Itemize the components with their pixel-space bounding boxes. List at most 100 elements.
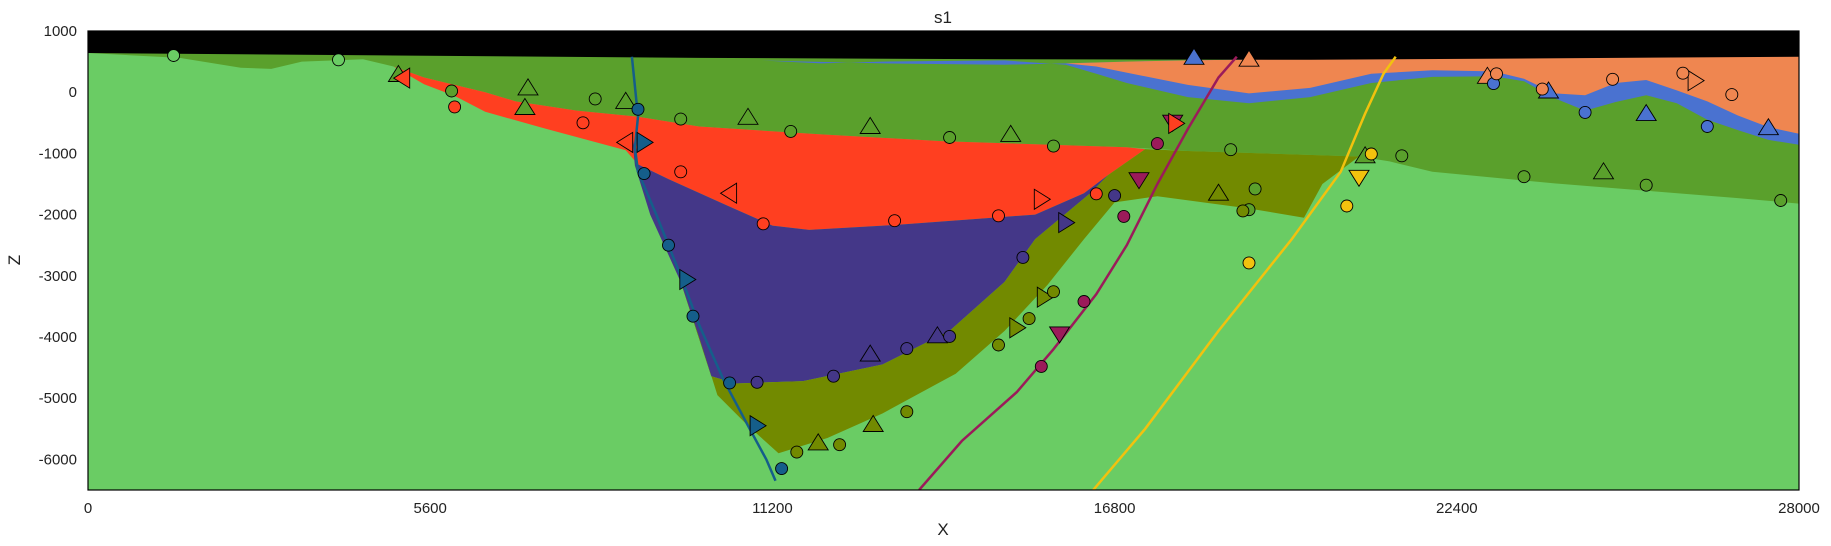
- surface-point: [588, 92, 602, 106]
- surface-point: [1022, 312, 1036, 326]
- surface-point: [1150, 137, 1164, 151]
- surface-point: [1016, 250, 1030, 264]
- chart-title: s1: [934, 8, 952, 27]
- unit-dark-green: [88, 53, 1799, 204]
- orientation-marker: [615, 131, 634, 154]
- surface-point: [775, 462, 789, 476]
- surface-point: [943, 329, 957, 343]
- x-tick-label: 11200: [752, 500, 793, 517]
- surface-point: [1578, 105, 1592, 119]
- surface-point: [1224, 143, 1238, 157]
- surface-point: [723, 376, 737, 390]
- surface-point: [686, 309, 700, 323]
- surface-point: [1725, 88, 1739, 102]
- surface-point: [1774, 194, 1788, 207]
- surface-point: [1364, 147, 1378, 161]
- orientation-marker: [679, 268, 697, 291]
- geologic-units: [88, 53, 1799, 454]
- surface-point: [1340, 199, 1354, 213]
- orientation-marker: [1033, 188, 1052, 211]
- surface-point: [1490, 67, 1503, 81]
- orientation-marker: [517, 78, 539, 96]
- surface-point: [750, 375, 764, 389]
- surface-point: [1700, 120, 1714, 133]
- orientation-marker: [749, 414, 767, 437]
- y-tick-label: -5000: [39, 390, 77, 407]
- unit-purple: [631, 135, 1109, 384]
- orientation-marker: [514, 97, 536, 115]
- x-tick-label: 22400: [1436, 500, 1478, 517]
- surface-point: [1395, 149, 1409, 163]
- x-tick-label: 5600: [414, 500, 447, 517]
- plot-area: [88, 31, 1799, 490]
- surface-point: [1517, 170, 1531, 184]
- y-tick-label: -1000: [39, 145, 77, 162]
- orientation-marker: [807, 433, 830, 451]
- surface-point: [637, 167, 651, 181]
- orientation-marker: [1238, 49, 1260, 67]
- unit-red: [393, 66, 1146, 230]
- surface-point: [576, 116, 590, 130]
- surface-point: [1236, 204, 1250, 218]
- orientation-marker: [1058, 211, 1076, 234]
- y-tick-label: -2000: [39, 207, 77, 224]
- surface-point: [900, 405, 914, 419]
- orientation-marker: [1128, 172, 1150, 190]
- x-tick-label: 16800: [1094, 500, 1136, 517]
- surface-point: [448, 100, 462, 114]
- orientation-marker: [614, 91, 637, 109]
- surface-point: [756, 217, 770, 231]
- orientation-marker: [859, 116, 882, 134]
- surface-point: [1242, 256, 1256, 270]
- orientation-marker: [1036, 286, 1055, 309]
- y-tick-label: -4000: [39, 329, 77, 346]
- surface-point: [900, 342, 914, 356]
- y-axis-ticks: 1000 0 -1000 -2000 -3000 -4000 -5000 -6000: [39, 23, 77, 468]
- surface-point: [784, 124, 798, 138]
- surface-point: [1077, 295, 1091, 308]
- y-axis-label: Z: [5, 255, 24, 265]
- surface-point: [827, 369, 840, 383]
- orientation-marker: [1757, 117, 1780, 136]
- surface-point: [674, 165, 688, 179]
- fault-line-magenta: [918, 55, 1238, 490]
- unit-olive: [680, 149, 1359, 454]
- orientation-marker: [636, 131, 654, 154]
- surface-point: [1117, 209, 1131, 223]
- fault-line-yellow: [1092, 55, 1397, 490]
- orientation-marker: [1183, 47, 1205, 65]
- orientation-marker: [859, 344, 882, 362]
- plot-frame: [87, 30, 1800, 491]
- surface-point: [1089, 187, 1103, 201]
- orientation-marker: [926, 325, 949, 344]
- surface-point: [992, 209, 1005, 223]
- orientation-marker: [862, 414, 885, 432]
- surface-point: [445, 84, 459, 98]
- surface-point: [1034, 359, 1048, 373]
- surface-point: [833, 438, 847, 452]
- x-tick-label: 0: [84, 500, 92, 517]
- surface-point: [1047, 139, 1060, 153]
- surface-point: [1606, 72, 1620, 86]
- orientation-marker: [1635, 103, 1658, 122]
- surface-point: [1047, 285, 1060, 299]
- orientation-marker: [1687, 69, 1705, 92]
- orientation-marker: [999, 124, 1022, 142]
- topography-cover: [88, 31, 1799, 60]
- orientation-marker: [1207, 183, 1230, 201]
- orientation-marker: [1009, 316, 1027, 339]
- surface-point: [1639, 178, 1653, 192]
- surface-point: [167, 49, 181, 62]
- x-axis-ticks: 0 5600 11200 16800 22400 28000: [84, 500, 1820, 517]
- surface-point: [790, 445, 804, 459]
- surface-point: [943, 131, 957, 144]
- orientation-markers: [387, 47, 1780, 451]
- surface-point: [1535, 82, 1549, 96]
- y-tick-label: -3000: [39, 268, 77, 285]
- orientation-marker: [1592, 161, 1615, 180]
- orientation-marker: [1048, 326, 1071, 344]
- surface-points: [167, 49, 1788, 476]
- surface-point: [332, 53, 345, 67]
- y-tick-label: 1000: [44, 23, 77, 40]
